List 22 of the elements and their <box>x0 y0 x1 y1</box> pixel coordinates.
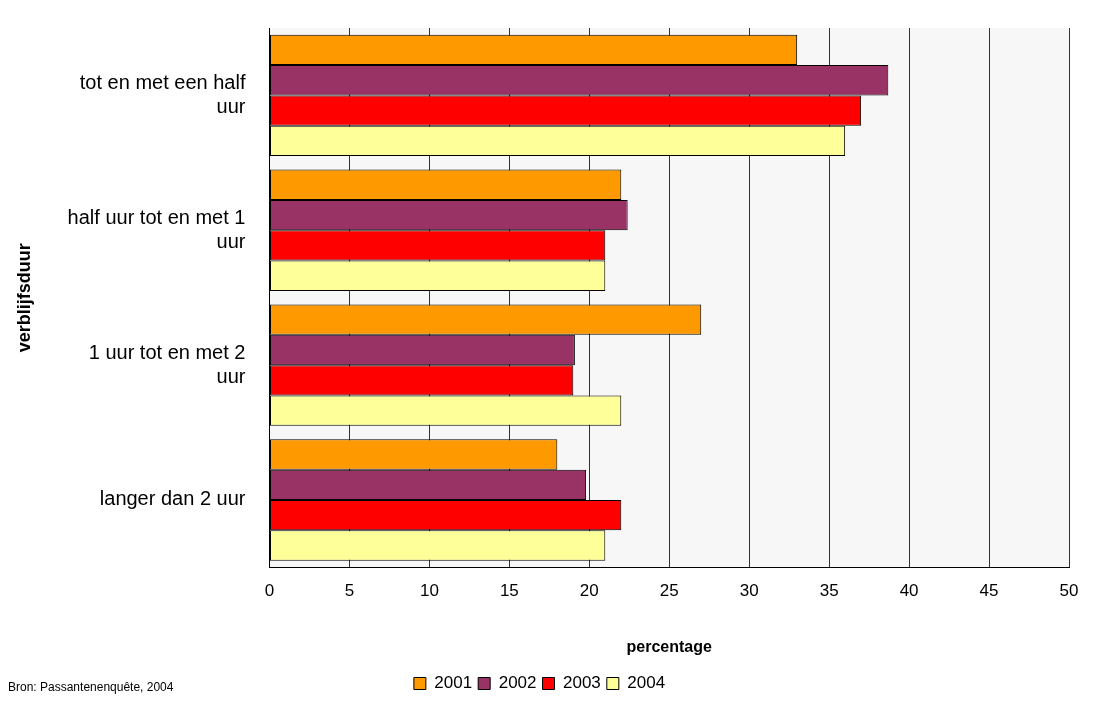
legend-label: 2001 <box>434 673 473 693</box>
x-tick-label: 45 <box>979 581 999 601</box>
x-tick-label: 50 <box>1059 581 1079 601</box>
y-tick-label: tot en met een half uur <box>79 70 246 117</box>
x-tick-label: 0 <box>264 581 275 601</box>
x-tick-label: 35 <box>819 581 839 601</box>
x-tick-label: 10 <box>419 581 439 601</box>
y-axis-title: verblijfsduur <box>13 243 34 353</box>
legend-label: 2004 <box>627 673 666 693</box>
x-tick-label: 5 <box>344 581 355 601</box>
x-tick-label: 15 <box>499 581 519 601</box>
x-tick-label: 40 <box>899 581 919 601</box>
text: Bron: Passantenenquête, 2004 <box>8 680 175 694</box>
legend-label: 2003 <box>563 673 601 693</box>
x-tick-label: 30 <box>739 581 759 601</box>
x-tick-label: 25 <box>659 581 679 601</box>
x-axis-title: percentage <box>626 637 713 655</box>
y-tick-label: langer dan 2 uur <box>99 487 246 510</box>
x-tick-label: 20 <box>579 581 599 601</box>
legend-label: 2002 <box>498 673 537 693</box>
y-tick-label: half uur tot en met 1 uur <box>67 205 246 252</box>
y-tick-label: 1 uur tot en met 2 uur <box>88 340 246 387</box>
